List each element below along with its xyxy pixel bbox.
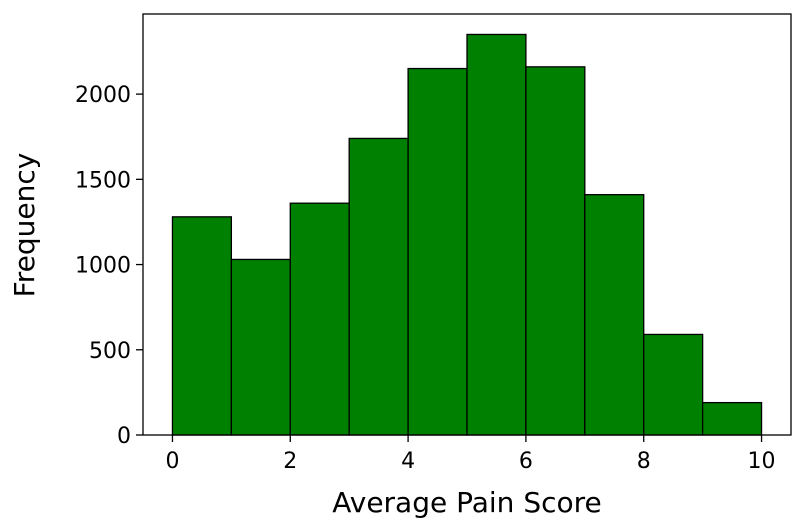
bar [348,137,409,436]
bar [289,202,350,436]
bar [701,401,763,436]
x-tick-label: 0 [165,449,179,474]
plot-frame [142,13,792,436]
y-tick-label: 1500 [75,168,131,193]
y-tick-label: 1000 [75,254,131,279]
bar [230,258,291,436]
bar [407,67,468,436]
x-tick-label: 4 [401,449,415,474]
y-tick-label: 500 [89,339,131,364]
y-tick-label: 2000 [75,83,131,108]
x-tick-label: 10 [748,449,776,474]
y-tick-label: 0 [117,424,131,449]
bar [643,333,704,436]
y-axis-label: Frequency [8,153,41,298]
bar [171,216,233,436]
bar [466,33,527,436]
x-tick-label: 6 [519,449,533,474]
x-tick-label: 2 [283,449,297,474]
x-axis-label: Average Pain Score [332,486,602,519]
x-tick-label: 8 [637,449,651,474]
bar [525,66,586,436]
bar [584,194,645,436]
